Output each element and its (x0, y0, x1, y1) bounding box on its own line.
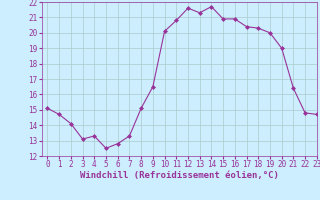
X-axis label: Windchill (Refroidissement éolien,°C): Windchill (Refroidissement éolien,°C) (80, 171, 279, 180)
